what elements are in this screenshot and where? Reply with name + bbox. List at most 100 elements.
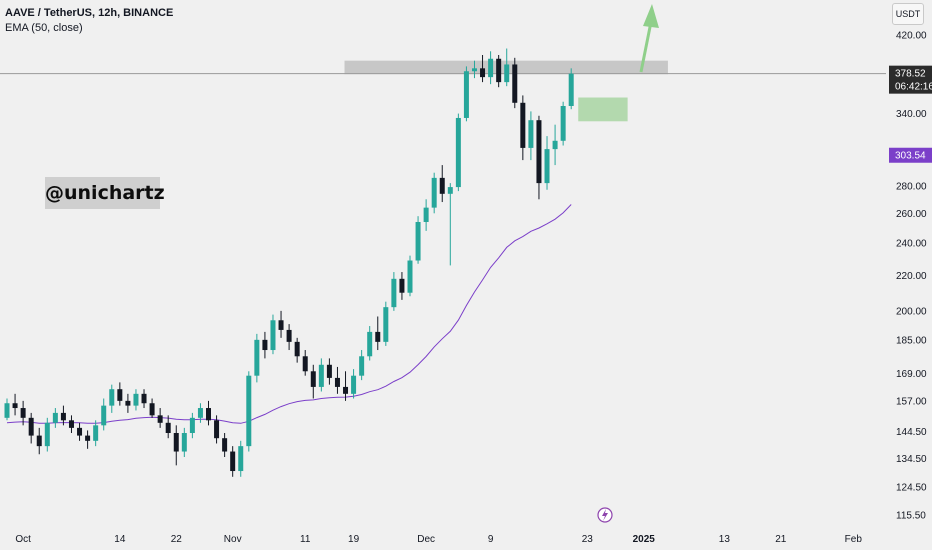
candle-body <box>36 435 42 447</box>
candle-body <box>270 320 276 351</box>
candle <box>149 398 155 418</box>
y-tick-label: 157.00 <box>896 396 927 407</box>
y-tick-label: 220.00 <box>896 271 927 282</box>
candle <box>117 382 123 406</box>
candle <box>93 420 99 447</box>
candle-body <box>294 341 300 357</box>
y-tick-label: 240.00 <box>896 239 927 250</box>
candle-body <box>552 140 558 150</box>
candle <box>326 358 332 385</box>
candle <box>181 427 187 457</box>
candle <box>334 366 340 394</box>
ema-price-value: 303.54 <box>895 151 926 162</box>
candle-body <box>238 446 244 472</box>
candle-body <box>85 435 91 441</box>
watermark-label: @unichartz <box>45 177 165 209</box>
candle-body <box>407 260 413 293</box>
ema-line[interactable] <box>6 204 572 424</box>
candle-body <box>117 389 123 401</box>
candle <box>173 425 179 466</box>
candle-body <box>496 58 502 83</box>
candle-body <box>488 58 494 78</box>
candle <box>431 172 437 214</box>
y-tick-label: 185.00 <box>896 335 927 346</box>
candle-body <box>173 433 179 452</box>
candle-body <box>206 408 211 421</box>
candle <box>415 216 421 264</box>
candle <box>359 350 365 381</box>
candle <box>270 314 276 355</box>
candle <box>399 272 405 300</box>
candle <box>455 113 461 192</box>
candle <box>262 331 268 359</box>
candle-body <box>423 207 429 222</box>
candle <box>568 68 574 110</box>
candle-body <box>133 393 139 406</box>
candle-body <box>560 105 566 141</box>
y-tick-label: 169.00 <box>896 369 927 380</box>
candle <box>133 389 139 411</box>
candle <box>44 417 50 452</box>
candle-body <box>310 371 316 387</box>
candle-body <box>463 71 469 118</box>
candle <box>302 350 308 376</box>
candle-body <box>28 417 34 436</box>
candle-body <box>149 403 155 416</box>
candle-body <box>520 102 526 148</box>
zone-support-target[interactable] <box>578 97 628 122</box>
candle-body <box>246 375 252 447</box>
candle-body <box>44 422 50 447</box>
candle <box>504 48 510 87</box>
candle-body <box>52 412 58 423</box>
candle <box>536 115 542 200</box>
candle-body <box>4 403 10 418</box>
y-tick-label: 144.50 <box>896 427 927 438</box>
candle-body <box>197 408 203 418</box>
candle <box>36 427 42 455</box>
up-arrow-head <box>643 4 659 28</box>
candle <box>141 389 147 409</box>
candle-body <box>383 307 389 342</box>
candle-body <box>334 377 340 387</box>
candle <box>439 165 445 203</box>
candle <box>375 316 381 351</box>
candle-body <box>431 177 437 208</box>
candle-body <box>278 320 284 330</box>
candle-body <box>60 412 66 421</box>
candle <box>109 384 115 413</box>
candle-body <box>415 221 421 261</box>
candle-body <box>165 422 171 434</box>
candle <box>214 415 220 444</box>
candle <box>471 60 477 79</box>
candle-body <box>512 64 518 103</box>
annotation-layer <box>597 4 659 523</box>
candle-body <box>455 117 461 188</box>
candle-body <box>93 425 99 441</box>
candle-body <box>141 393 147 404</box>
candle <box>310 364 316 399</box>
candle-body <box>343 386 349 394</box>
y-axis: 420.00 340.00 280.00 260.00 240.00 220.00 200.… <box>896 31 927 522</box>
candle <box>20 400 26 426</box>
candle-body <box>157 415 163 423</box>
candle <box>28 412 34 444</box>
currency-button[interactable]: USDT <box>892 3 924 25</box>
candle <box>238 440 244 477</box>
candle-body <box>181 433 187 452</box>
y-tick-label: 280.00 <box>896 181 927 192</box>
candle <box>512 57 518 109</box>
candle <box>189 412 195 439</box>
candle <box>318 358 324 392</box>
candle-body <box>12 403 18 409</box>
indicator-legend[interactable]: EMA (50, close) <box>5 22 83 34</box>
candle <box>246 371 252 452</box>
x-tick-label: Feb <box>845 534 863 545</box>
up-arrow-icon <box>639 21 653 73</box>
candle <box>222 433 228 457</box>
candle <box>206 400 211 426</box>
price-tags: 378.52 06:42:16 303.54 <box>889 65 932 163</box>
candle-body <box>77 427 83 436</box>
candle <box>101 398 107 431</box>
x-tick-label: 22 <box>171 534 183 545</box>
